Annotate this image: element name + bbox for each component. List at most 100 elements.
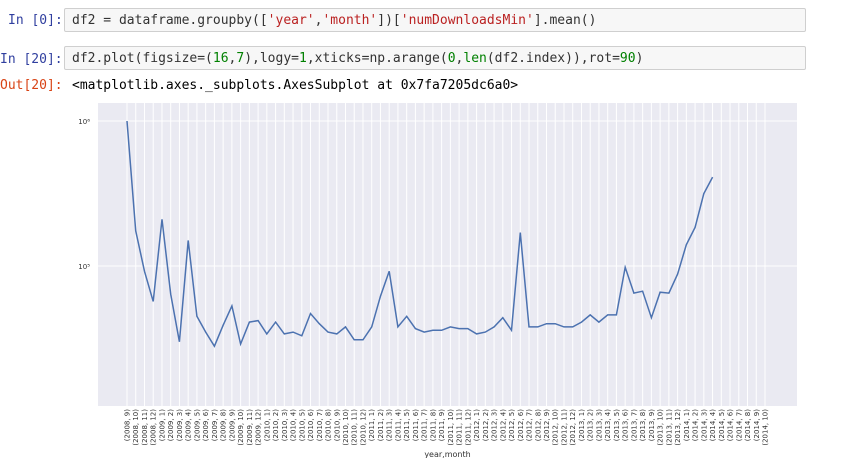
- x-tick-label: (2013, 9): [648, 409, 656, 441]
- x-tick-label: (2009, 5): [193, 409, 201, 441]
- x-tick-label: (2009, 1): [158, 409, 166, 441]
- x-tick-label: (2012, 11): [560, 409, 568, 446]
- x-tick-label: (2011, 9): [438, 409, 446, 441]
- x-tick-label: (2014, 4): [709, 409, 717, 441]
- code-token: 90: [619, 51, 636, 66]
- x-tick-label: (2010, 8): [325, 409, 333, 441]
- x-tick-label: (2010, 7): [316, 409, 324, 441]
- code-text-20: df2.plot(figsize=(16,7),logy=1,xticks=np…: [72, 51, 643, 66]
- code-token: len: [463, 51, 487, 66]
- code-token: df2 = dataframe.groupby([: [72, 13, 268, 28]
- x-tick-label: (2009, 8): [220, 409, 228, 441]
- x-tick-label: (2013, 6): [622, 409, 630, 441]
- code-token: 'month': [322, 13, 378, 28]
- code-token: ].mean(): [533, 13, 597, 28]
- x-tick-label: (2010, 5): [298, 409, 306, 441]
- y-tick-label: 10⁵: [78, 263, 90, 271]
- code-token: 16: [212, 51, 229, 66]
- output-prompt-20: Out[20]:: [0, 78, 63, 93]
- x-tick-label: (2009, 4): [185, 409, 193, 441]
- x-tick-label: (2011, 2): [377, 409, 385, 441]
- code-token: 0: [447, 51, 456, 66]
- x-tick-label: (2014, 6): [727, 409, 735, 441]
- code-text-0: df2 = dataframe.groupby(['year','month']…: [72, 13, 596, 28]
- x-tick-label: (2012, 3): [491, 409, 499, 441]
- x-tick-label: (2011, 4): [394, 409, 402, 441]
- code-token: ,: [455, 51, 464, 66]
- input-prompt-20: In [20]:: [0, 52, 63, 67]
- code-token: ,: [314, 13, 323, 28]
- x-tick-label: (2014, 9): [753, 409, 761, 441]
- code-token: ])[: [377, 13, 401, 28]
- code-token: ),logy=: [244, 51, 299, 66]
- x-tick-label: (2013, 1): [578, 409, 586, 441]
- x-tick-label: (2014, 1): [683, 409, 691, 441]
- x-tick-label: (2014, 2): [692, 409, 700, 441]
- x-tick-label: (2012, 9): [543, 409, 551, 441]
- x-tick-label: (2013, 5): [613, 409, 621, 441]
- x-tick-label: (2009, 11): [246, 409, 254, 446]
- x-tick-label: (2012, 5): [508, 409, 516, 441]
- x-tick-label: (2014, 7): [735, 409, 743, 441]
- x-axis-label: year,month: [424, 450, 470, 458]
- x-tick-label: (2014, 8): [744, 409, 752, 441]
- x-tick-label: (2011, 8): [429, 409, 437, 441]
- x-tick-label: (2012, 4): [499, 409, 507, 441]
- x-tick-label: (2008, 10): [132, 409, 140, 446]
- x-tick-label: (2008, 12): [150, 409, 158, 446]
- code-token: df2.plot(figsize=(: [72, 51, 213, 66]
- x-tick-label: (2011, 11): [456, 409, 464, 446]
- x-tick-label: (2012, 6): [517, 409, 525, 441]
- code-token: (df2.index)),rot=: [486, 51, 620, 66]
- x-tick-label: (2013, 2): [587, 409, 595, 441]
- x-tick-label: (2012, 7): [526, 409, 534, 441]
- x-tick-label: (2011, 10): [447, 409, 455, 446]
- code-token: 'numDownloadsMin': [400, 13, 534, 28]
- x-tick-label: (2010, 10): [342, 409, 350, 446]
- x-tick-label: (2011, 3): [386, 409, 394, 441]
- x-tick-label: (2011, 12): [464, 409, 472, 446]
- x-tick-label: (2014, 3): [700, 409, 708, 441]
- x-tick-label: (2011, 7): [421, 409, 429, 441]
- x-tick-label: (2013, 7): [630, 409, 638, 441]
- code-token: ,: [228, 51, 237, 66]
- input-prompt-0: In [0]:: [8, 13, 63, 28]
- x-tick-label: (2012, 2): [482, 409, 490, 441]
- code-cell-input-0[interactable]: df2 = dataframe.groupby(['year','month']…: [64, 8, 806, 32]
- code-token: 1: [299, 51, 307, 66]
- code-cell-input-20[interactable]: df2.plot(figsize=(16,7),logy=1,xticks=np…: [64, 46, 806, 70]
- code-token: ): [635, 51, 644, 66]
- x-tick-label: (2009, 2): [167, 409, 175, 441]
- x-tick-label: (2011, 6): [412, 409, 420, 441]
- x-tick-label: (2013, 12): [674, 409, 682, 446]
- x-tick-label: (2010, 3): [281, 409, 289, 441]
- x-tick-label: (2014, 5): [718, 409, 726, 441]
- x-tick-label: (2009, 10): [237, 409, 245, 446]
- output-text-20: <matplotlib.axes._subplots.AxesSubplot a…: [72, 78, 519, 93]
- x-tick-label: (2009, 3): [176, 409, 184, 441]
- code-token: 7: [236, 51, 245, 66]
- x-tick-label: (2008, 9): [124, 409, 132, 441]
- code-token: 'year': [267, 13, 315, 28]
- x-tick-label: (2013, 11): [665, 409, 673, 446]
- x-tick-label: (2013, 8): [639, 409, 647, 441]
- x-tick-label: (2010, 1): [263, 409, 271, 441]
- x-tick-label: (2008, 11): [141, 409, 149, 446]
- x-tick-label: (2009, 9): [228, 409, 236, 441]
- x-tick-label: (2010, 6): [307, 409, 315, 441]
- x-tick-label: (2009, 7): [211, 409, 219, 441]
- x-tick-label: (2011, 5): [403, 409, 411, 441]
- x-tick-label: (2010, 4): [290, 409, 298, 441]
- x-tick-label: (2012, 10): [552, 409, 560, 446]
- x-tick-label: (2014, 10): [762, 409, 770, 446]
- x-tick-label: (2013, 3): [595, 409, 603, 441]
- x-tick-label: (2013, 4): [604, 409, 612, 441]
- x-tick-label: (2012, 8): [534, 409, 542, 441]
- x-tick-label: (2009, 12): [255, 409, 263, 446]
- x-tick-label: (2009, 6): [202, 409, 210, 441]
- series-line: [126, 120, 714, 348]
- x-tick-label: (2011, 1): [368, 409, 376, 441]
- x-tick-label: (2010, 2): [272, 409, 280, 441]
- plot-area: [98, 103, 797, 406]
